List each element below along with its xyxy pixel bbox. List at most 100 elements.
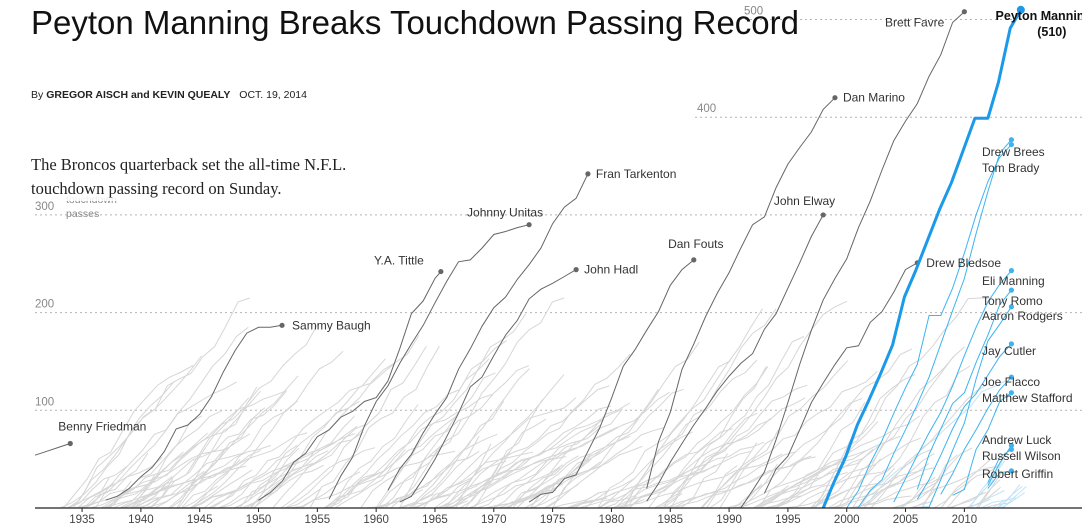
background-career-line xyxy=(620,499,645,509)
career-line[interactable] xyxy=(987,470,1012,489)
career-end-dot xyxy=(832,95,838,101)
career-end-dot xyxy=(1008,446,1015,452)
series-label: John Hadl xyxy=(584,263,638,277)
background-career-line xyxy=(933,456,994,509)
background-career-line xyxy=(323,404,419,509)
background-career-line xyxy=(774,373,916,509)
career-line[interactable] xyxy=(646,214,824,502)
career-end-dot xyxy=(1008,141,1015,148)
career-end-dot xyxy=(1008,390,1015,396)
career-line[interactable] xyxy=(387,173,589,491)
career-line[interactable] xyxy=(846,144,1012,509)
background-career-line xyxy=(701,465,738,509)
background-career-line xyxy=(968,460,1006,509)
career-end-dot xyxy=(961,9,967,15)
background-career-line xyxy=(546,427,665,509)
career-line[interactable] xyxy=(328,224,530,500)
background-career-line xyxy=(182,485,219,509)
series-label: Y.A. Tittle xyxy=(374,254,424,268)
background-career-line xyxy=(626,366,769,509)
background-career-line xyxy=(754,415,920,509)
background-career-line xyxy=(516,408,623,509)
career-line[interactable] xyxy=(528,259,695,503)
background-career-line xyxy=(141,444,271,509)
career-line[interactable] xyxy=(34,443,71,456)
background-career-line xyxy=(575,492,600,509)
background-career-line xyxy=(921,454,958,509)
career-line[interactable] xyxy=(740,11,965,509)
background-career-line xyxy=(401,456,567,509)
career-line[interactable] xyxy=(105,324,283,501)
career-line[interactable] xyxy=(952,392,1012,496)
career-line[interactable] xyxy=(940,376,1012,495)
background-career-line xyxy=(735,435,901,509)
background-career-line xyxy=(1002,486,1027,509)
career-end-dot xyxy=(279,322,285,328)
career-line[interactable] xyxy=(987,448,1012,483)
background-career-line xyxy=(233,450,329,509)
background-career-line xyxy=(107,390,261,509)
background-career-line xyxy=(814,297,992,509)
x-tick-label: 1985 xyxy=(657,514,683,526)
background-career-line xyxy=(189,433,355,509)
manning-career-line[interactable] xyxy=(821,9,1023,509)
series-label: Peyton Manning xyxy=(996,9,1082,23)
series-label: John Elway xyxy=(774,194,835,208)
career-line[interactable] xyxy=(893,270,1012,503)
career-line[interactable] xyxy=(987,445,1012,486)
y-tick-label: 100 xyxy=(35,396,54,408)
background-career-line xyxy=(408,435,480,509)
x-tick-label: 1975 xyxy=(540,514,566,526)
background-career-line xyxy=(757,457,864,509)
series-label: (510) xyxy=(1037,25,1066,39)
career-line[interactable] xyxy=(763,262,918,494)
background-career-line xyxy=(977,471,1003,509)
background-career-line xyxy=(795,488,832,509)
publish-date: OCT. 19, 2014 xyxy=(239,89,307,101)
background-career-line xyxy=(741,464,778,509)
series-label: Johnny Unitas xyxy=(467,206,543,220)
series-label: Brett Favre xyxy=(885,16,945,30)
background-career-line xyxy=(89,485,161,509)
career-line[interactable] xyxy=(905,306,1012,509)
background-career-line xyxy=(852,365,971,509)
background-career-line xyxy=(459,399,543,509)
background-career-line xyxy=(940,464,1000,509)
background-career-line xyxy=(662,336,805,509)
background-career-line xyxy=(79,457,163,509)
career-line[interactable] xyxy=(916,343,1012,500)
background-career-line xyxy=(381,447,441,509)
active-careers xyxy=(846,137,1015,509)
background-career-line xyxy=(503,494,540,509)
background-career-line xyxy=(399,297,565,509)
background-career-line xyxy=(168,375,299,509)
background-career-line xyxy=(662,412,758,509)
background-career-line xyxy=(753,485,789,509)
background-career-line xyxy=(121,481,169,509)
career-end-dot xyxy=(526,222,532,228)
headline: Peyton Manning Breaks Touchdown Passing … xyxy=(31,4,800,41)
background-career-line xyxy=(709,442,758,509)
summary-text: The Broncos quarterback set the all-time… xyxy=(31,152,391,201)
background-career-line xyxy=(375,489,424,509)
background-career-line xyxy=(379,433,498,509)
career-line[interactable] xyxy=(916,289,1012,490)
career-line[interactable] xyxy=(858,139,1012,508)
background-career-line xyxy=(628,397,806,509)
background-career-line xyxy=(377,372,496,509)
background-career-line xyxy=(870,383,989,509)
background-career-line xyxy=(76,452,149,509)
background-career-line xyxy=(622,308,777,509)
background-career-line xyxy=(863,380,1006,509)
background-career-line xyxy=(770,401,866,509)
career-line[interactable] xyxy=(258,271,442,501)
career-end-dot xyxy=(438,268,444,275)
background-career-line xyxy=(468,464,564,509)
y-axis-caption: passes xyxy=(66,208,99,220)
background-career-line xyxy=(203,425,358,509)
career-line[interactable] xyxy=(399,269,577,503)
career-line[interactable] xyxy=(646,97,836,489)
byline-authors[interactable]: GREGOR AISCH and KEVIN QUEALY xyxy=(46,89,231,101)
background-career-line xyxy=(603,359,758,509)
background-career-line xyxy=(325,416,456,509)
